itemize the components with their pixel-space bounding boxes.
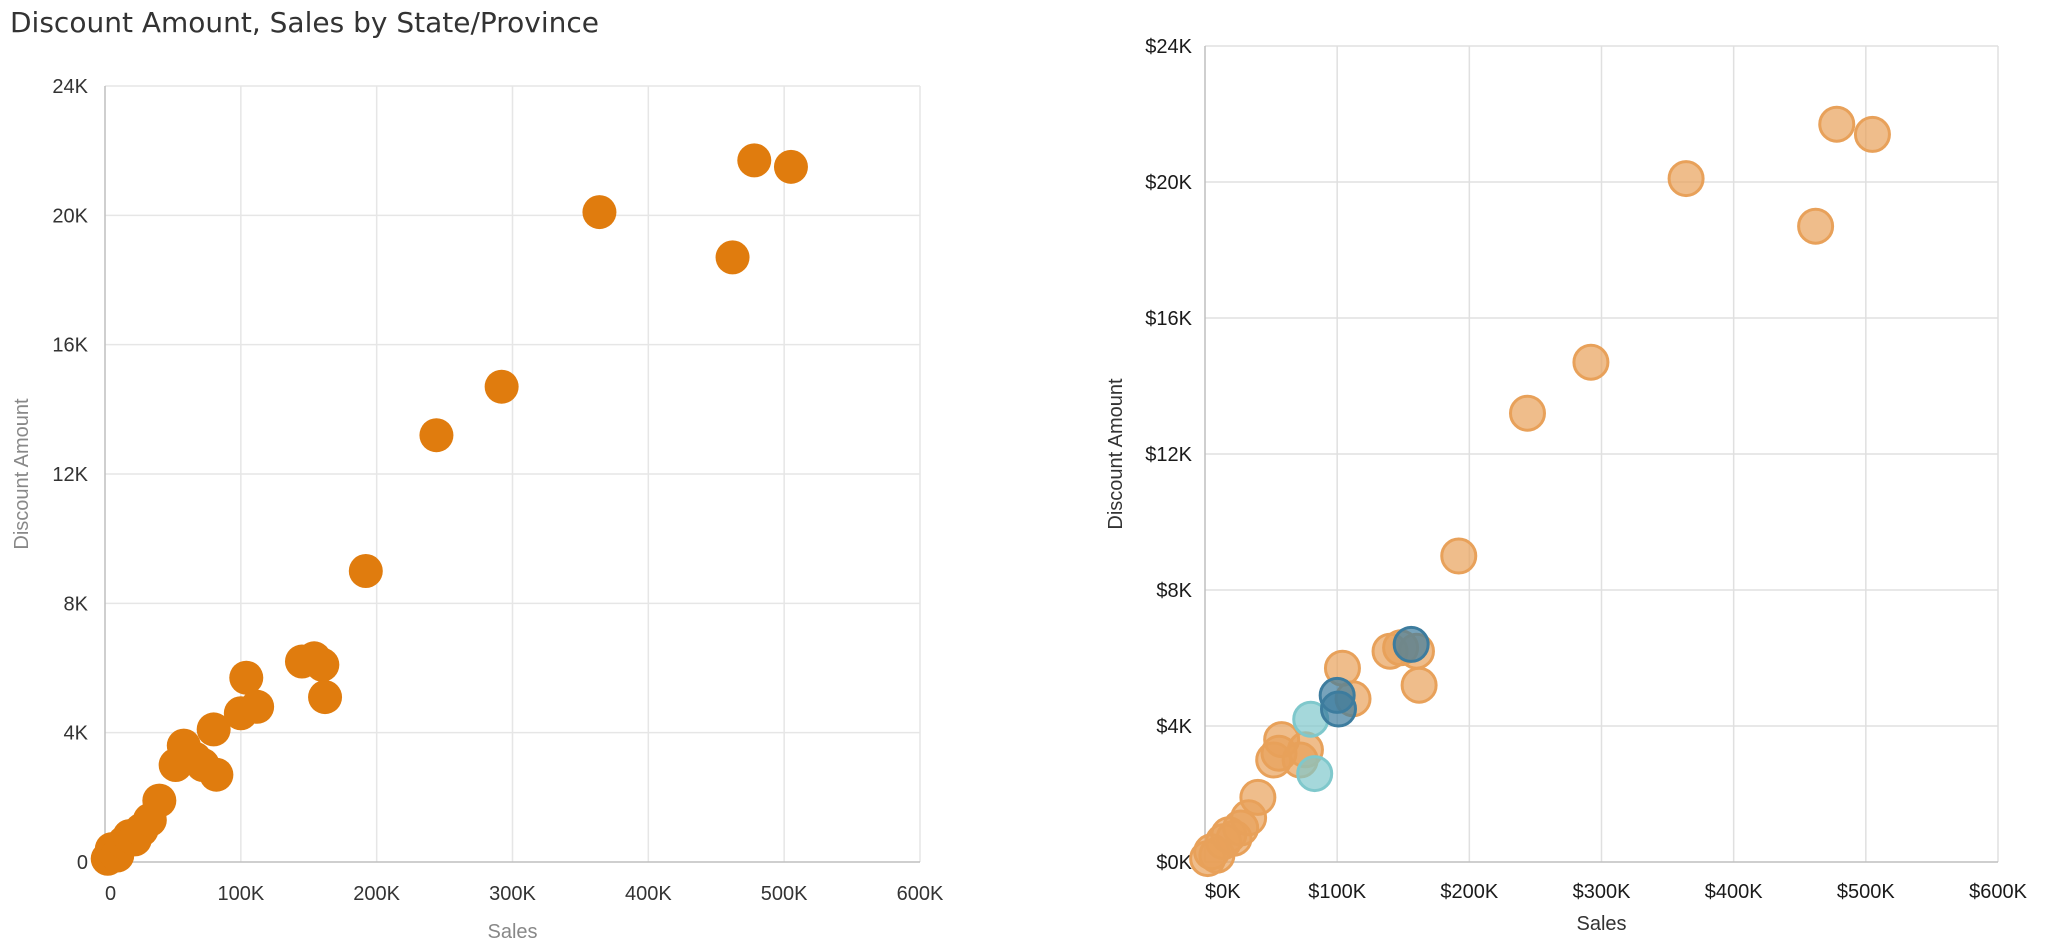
x-tick-label: $300K bbox=[1573, 881, 1631, 903]
data-point[interactable] bbox=[773, 149, 808, 184]
x-tick-label: $400K bbox=[1705, 881, 1763, 903]
data-point[interactable] bbox=[1319, 690, 1357, 728]
x-tick-label: 600K bbox=[897, 883, 944, 905]
data-point[interactable] bbox=[1296, 755, 1334, 793]
scatter-chart-1: 0 100K 200K 300K 400K 500K 600K 0 4K 8K 12K 16K 20K 2… bbox=[11, 76, 944, 943]
data-point[interactable] bbox=[1392, 625, 1430, 663]
y-tick-label: 24K bbox=[52, 76, 88, 98]
data-point[interactable] bbox=[582, 195, 617, 230]
x-tick-label: $600K bbox=[1969, 881, 2027, 903]
x-axis-title: Sales bbox=[1576, 913, 1626, 935]
y-tick-label: $4K bbox=[1156, 716, 1192, 738]
y-tick-label: $20K bbox=[1145, 172, 1192, 194]
data-point[interactable] bbox=[142, 783, 177, 818]
y-tick-label: $0K bbox=[1156, 852, 1192, 874]
data-point[interactable] bbox=[715, 240, 750, 275]
data-point[interactable] bbox=[305, 647, 340, 682]
chart-title: Discount Amount, Sales by State/Province bbox=[10, 6, 600, 39]
data-point[interactable] bbox=[229, 660, 264, 695]
data-point[interactable] bbox=[199, 757, 234, 792]
x-tick-label: $0K bbox=[1205, 881, 1241, 903]
scatter-chart-2: $0K $100K $200K $300K $400K $500K $600K $0K $4K $… bbox=[1105, 36, 2028, 935]
y-tick-label: 0 bbox=[77, 852, 88, 874]
data-point[interactable] bbox=[1667, 160, 1705, 198]
data-point[interactable] bbox=[1853, 115, 1891, 153]
data-point[interactable] bbox=[196, 712, 231, 747]
x-tick-label: $500K bbox=[1837, 881, 1895, 903]
y-tick-label: $8K bbox=[1156, 580, 1192, 602]
data-point[interactable] bbox=[1572, 343, 1610, 381]
x-tick-label: 100K bbox=[217, 883, 264, 905]
x-tick-label: 400K bbox=[625, 883, 672, 905]
y-axis-title: Discount Amount bbox=[1105, 378, 1127, 530]
data-point[interactable] bbox=[1239, 778, 1277, 816]
x-tick-label: 500K bbox=[761, 883, 808, 905]
y-tick-label: $12K bbox=[1145, 444, 1192, 466]
y-tick-label: $16K bbox=[1145, 308, 1192, 330]
data-point[interactable] bbox=[348, 554, 383, 588]
data-point[interactable] bbox=[1508, 394, 1546, 432]
x-axis-title: Sales bbox=[487, 921, 537, 943]
data-point[interactable] bbox=[484, 369, 519, 404]
data-point[interactable] bbox=[1400, 666, 1438, 704]
y-tick-label: 20K bbox=[52, 205, 88, 227]
x-tick-label: $200K bbox=[1440, 881, 1498, 903]
data-point[interactable] bbox=[419, 418, 454, 453]
data-point[interactable] bbox=[240, 689, 275, 724]
data-point[interactable] bbox=[308, 680, 343, 715]
y-tick-label: $24K bbox=[1145, 36, 1192, 58]
x-tick-label: 0 bbox=[105, 883, 116, 905]
data-point[interactable] bbox=[1440, 537, 1478, 575]
data-point[interactable] bbox=[737, 143, 772, 178]
x-tick-label: 300K bbox=[489, 883, 536, 905]
data-point[interactable] bbox=[1797, 207, 1835, 245]
x-tick-label: 200K bbox=[353, 883, 400, 905]
data-point[interactable] bbox=[1818, 105, 1856, 143]
x-tick-label: $100K bbox=[1308, 881, 1366, 903]
y-tick-label: 16K bbox=[52, 335, 88, 357]
y-tick-label: 8K bbox=[64, 593, 89, 615]
y-tick-label: 12K bbox=[52, 464, 88, 486]
y-tick-label: 4K bbox=[64, 723, 89, 745]
y-axis-title: Discount Amount bbox=[11, 398, 33, 550]
